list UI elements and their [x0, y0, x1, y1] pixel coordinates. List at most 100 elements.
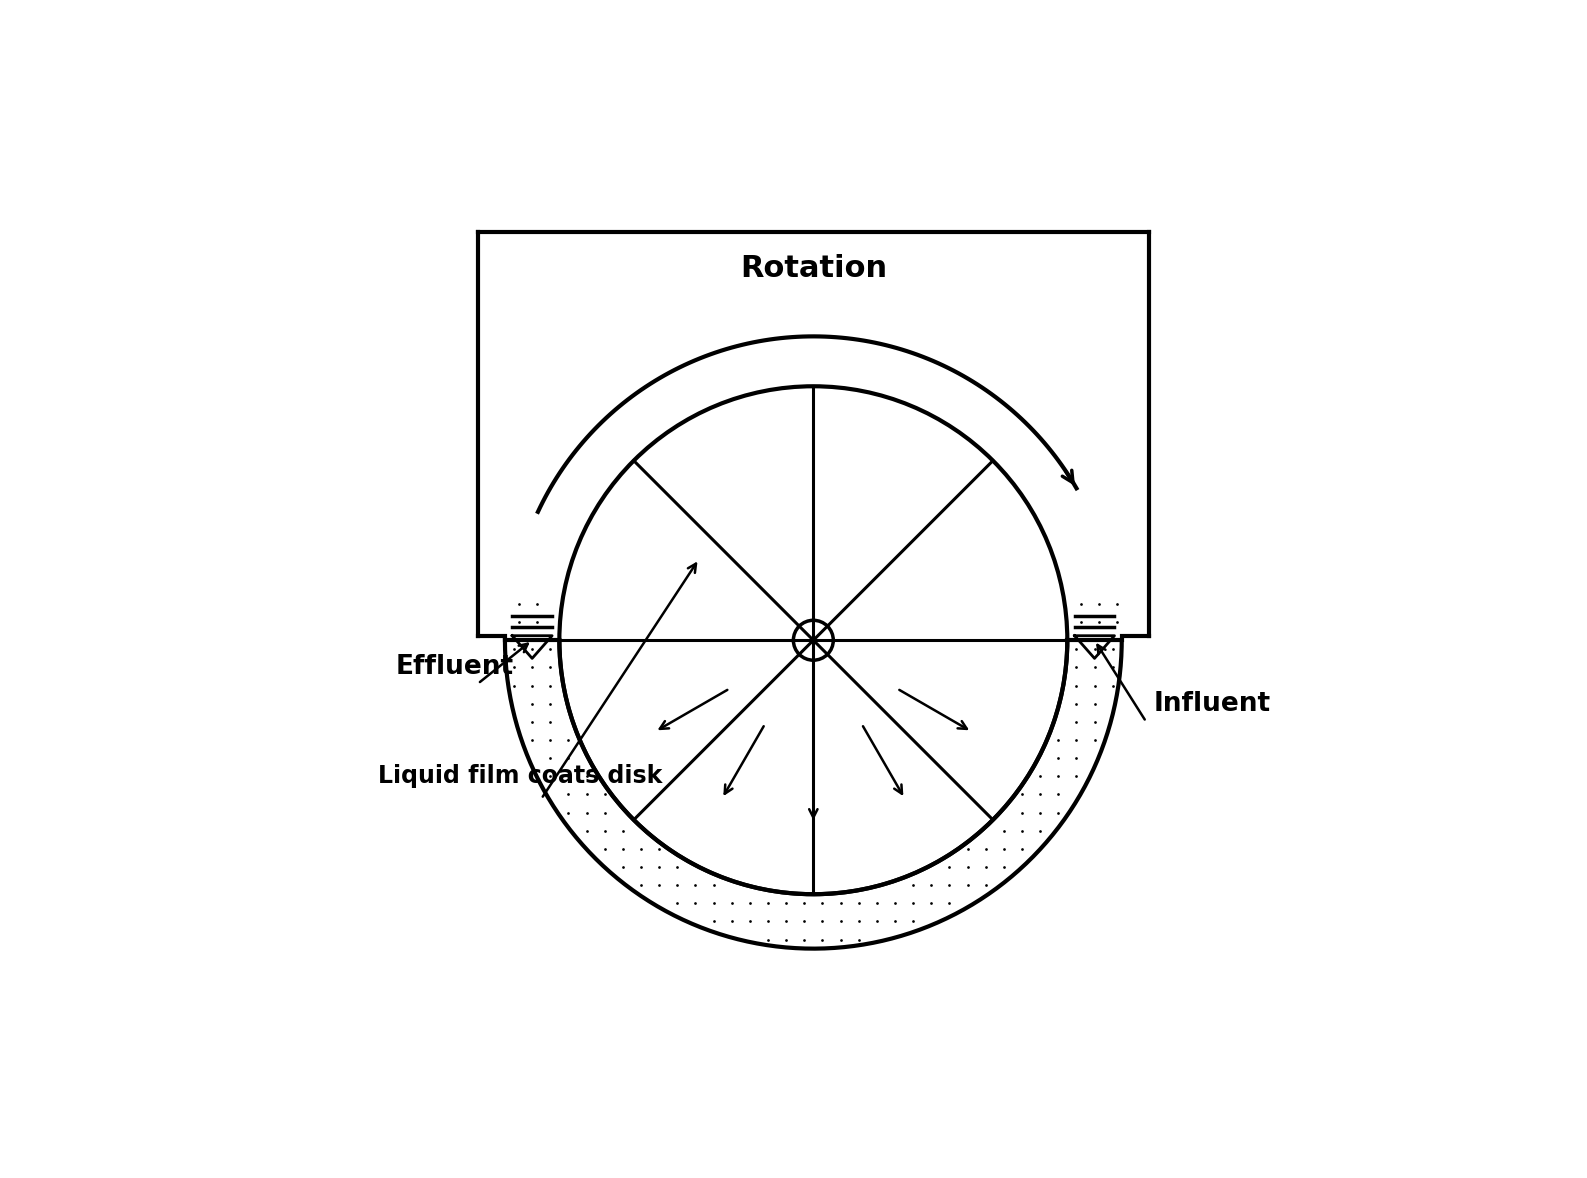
Point — [701, 875, 727, 894]
Point — [900, 875, 925, 894]
Point — [538, 640, 563, 659]
Point — [809, 931, 835, 949]
Point — [701, 894, 727, 913]
Point — [736, 912, 762, 931]
Point — [1100, 659, 1125, 677]
Point — [919, 894, 944, 913]
Point — [682, 894, 708, 913]
Point — [755, 912, 781, 931]
Point — [792, 894, 817, 913]
Point — [736, 894, 762, 913]
Point — [592, 821, 617, 840]
Point — [828, 912, 854, 931]
Point — [506, 613, 532, 631]
Point — [519, 694, 544, 713]
Point — [792, 912, 817, 931]
Point — [1046, 803, 1071, 822]
Point — [882, 894, 908, 913]
Point — [1082, 730, 1108, 749]
Point — [955, 858, 981, 876]
Point — [1063, 694, 1089, 713]
Point — [828, 931, 854, 949]
Point — [665, 858, 690, 876]
Point — [882, 912, 908, 931]
Point — [501, 676, 527, 695]
Point — [936, 875, 962, 894]
Point — [1046, 785, 1071, 803]
Point — [665, 894, 690, 913]
Point — [846, 931, 871, 949]
Point — [828, 894, 854, 913]
Point — [538, 749, 563, 768]
Point — [592, 803, 617, 822]
Point — [574, 803, 600, 822]
Point — [538, 676, 563, 695]
Point — [524, 613, 549, 631]
Point — [1063, 730, 1089, 749]
Point — [719, 912, 744, 931]
Point — [1082, 694, 1108, 713]
Point — [992, 821, 1017, 840]
Point — [1105, 613, 1130, 631]
Point — [538, 659, 563, 677]
Point — [1046, 730, 1071, 749]
Point — [609, 858, 635, 876]
Point — [519, 676, 544, 695]
Point — [555, 730, 581, 749]
Point — [719, 894, 744, 913]
Point — [846, 912, 871, 931]
Point — [1063, 659, 1089, 677]
Point — [574, 821, 600, 840]
Point — [936, 858, 962, 876]
Point — [519, 640, 544, 659]
Text: Effluent: Effluent — [397, 655, 514, 681]
Point — [900, 894, 925, 913]
Point — [682, 875, 708, 894]
Point — [773, 931, 798, 949]
Point — [592, 785, 617, 803]
Point — [592, 840, 617, 859]
Point — [1100, 676, 1125, 695]
Point — [501, 659, 527, 677]
Point — [1027, 785, 1052, 803]
Point — [773, 912, 798, 931]
Point — [609, 840, 635, 859]
Point — [1105, 595, 1130, 614]
Point — [1068, 595, 1093, 614]
Point — [755, 894, 781, 913]
Point — [1082, 713, 1108, 732]
Point — [1082, 659, 1108, 677]
Point — [1068, 613, 1093, 631]
Point — [1009, 803, 1035, 822]
Point — [773, 894, 798, 913]
Point — [755, 931, 781, 949]
Point — [701, 912, 727, 931]
Point — [1027, 767, 1052, 786]
Point — [792, 931, 817, 949]
Point — [955, 840, 981, 859]
Point — [955, 875, 981, 894]
Point — [628, 858, 654, 876]
Point — [506, 595, 532, 614]
Point — [1009, 840, 1035, 859]
Point — [555, 785, 581, 803]
Point — [665, 875, 690, 894]
Point — [1027, 821, 1052, 840]
Text: Rotation: Rotation — [740, 253, 887, 283]
Point — [628, 875, 654, 894]
Point — [1082, 640, 1108, 659]
Point — [519, 659, 544, 677]
Point — [555, 767, 581, 786]
Point — [1063, 713, 1089, 732]
Point — [973, 840, 998, 859]
Point — [519, 713, 544, 732]
Point — [992, 840, 1017, 859]
Point — [973, 875, 998, 894]
Point — [846, 894, 871, 913]
Point — [809, 912, 835, 931]
Point — [936, 894, 962, 913]
Point — [1087, 595, 1112, 614]
Point — [555, 749, 581, 768]
Point — [865, 912, 890, 931]
Point — [628, 840, 654, 859]
